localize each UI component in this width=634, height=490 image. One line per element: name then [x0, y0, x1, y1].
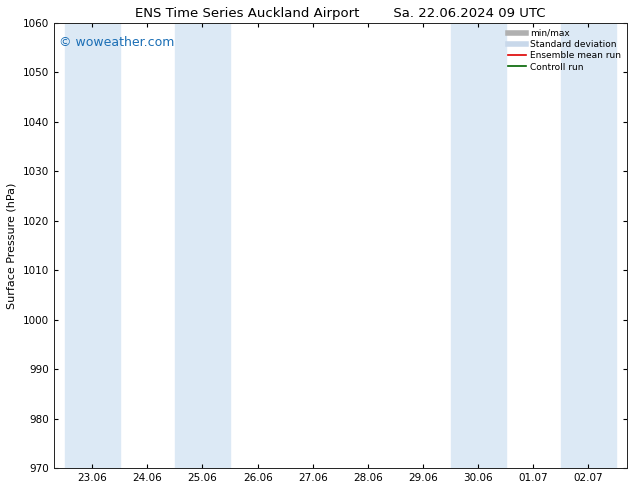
Bar: [175, 23, 230, 468]
Bar: [451, 23, 506, 468]
Y-axis label: Surface Pressure (hPa): Surface Pressure (hPa): [7, 182, 17, 309]
Bar: [561, 23, 616, 468]
Bar: [65, 23, 120, 468]
Text: © woweather.com: © woweather.com: [60, 36, 175, 49]
Title: ENS Time Series Auckland Airport        Sa. 22.06.2024 09 UTC: ENS Time Series Auckland Airport Sa. 22.…: [135, 7, 546, 20]
Legend: min/max, Standard deviation, Ensemble mean run, Controll run: min/max, Standard deviation, Ensemble me…: [507, 27, 623, 74]
